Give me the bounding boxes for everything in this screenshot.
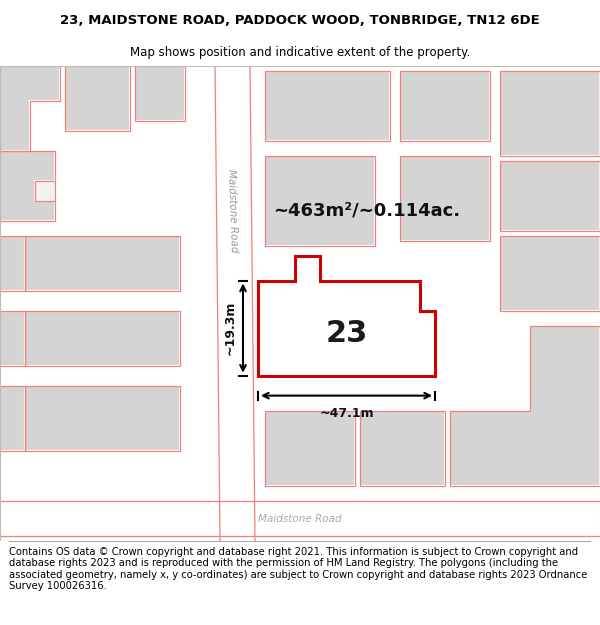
Polygon shape <box>450 326 600 486</box>
Text: Contains OS data © Crown copyright and database right 2021. This information is : Contains OS data © Crown copyright and d… <box>9 546 587 591</box>
Polygon shape <box>25 311 180 366</box>
Polygon shape <box>0 66 60 151</box>
Polygon shape <box>258 256 435 376</box>
Polygon shape <box>215 66 255 541</box>
Polygon shape <box>400 156 490 241</box>
Polygon shape <box>500 71 600 156</box>
Polygon shape <box>265 156 375 246</box>
Polygon shape <box>0 311 25 366</box>
Polygon shape <box>0 386 25 451</box>
Text: 23, MAIDSTONE ROAD, PADDOCK WOOD, TONBRIDGE, TN12 6DE: 23, MAIDSTONE ROAD, PADDOCK WOOD, TONBRI… <box>60 14 540 28</box>
Text: Maidstone Road: Maidstone Road <box>226 169 238 252</box>
Text: 23: 23 <box>325 319 368 348</box>
Polygon shape <box>0 151 55 221</box>
Text: ~19.3m: ~19.3m <box>224 301 237 355</box>
Polygon shape <box>500 236 600 311</box>
Polygon shape <box>65 66 130 131</box>
Polygon shape <box>360 411 445 486</box>
Polygon shape <box>25 386 180 451</box>
Polygon shape <box>265 411 355 486</box>
Polygon shape <box>25 236 180 291</box>
Polygon shape <box>35 181 55 201</box>
Polygon shape <box>135 66 185 121</box>
Text: Map shows position and indicative extent of the property.: Map shows position and indicative extent… <box>130 46 470 59</box>
Polygon shape <box>265 71 390 141</box>
Text: ~463m²/~0.114ac.: ~463m²/~0.114ac. <box>273 202 460 219</box>
Polygon shape <box>500 161 600 231</box>
Polygon shape <box>0 236 25 291</box>
Polygon shape <box>0 501 600 541</box>
Text: ~47.1m: ~47.1m <box>319 407 374 420</box>
Text: Maidstone Road: Maidstone Road <box>258 514 342 524</box>
Polygon shape <box>400 71 490 141</box>
